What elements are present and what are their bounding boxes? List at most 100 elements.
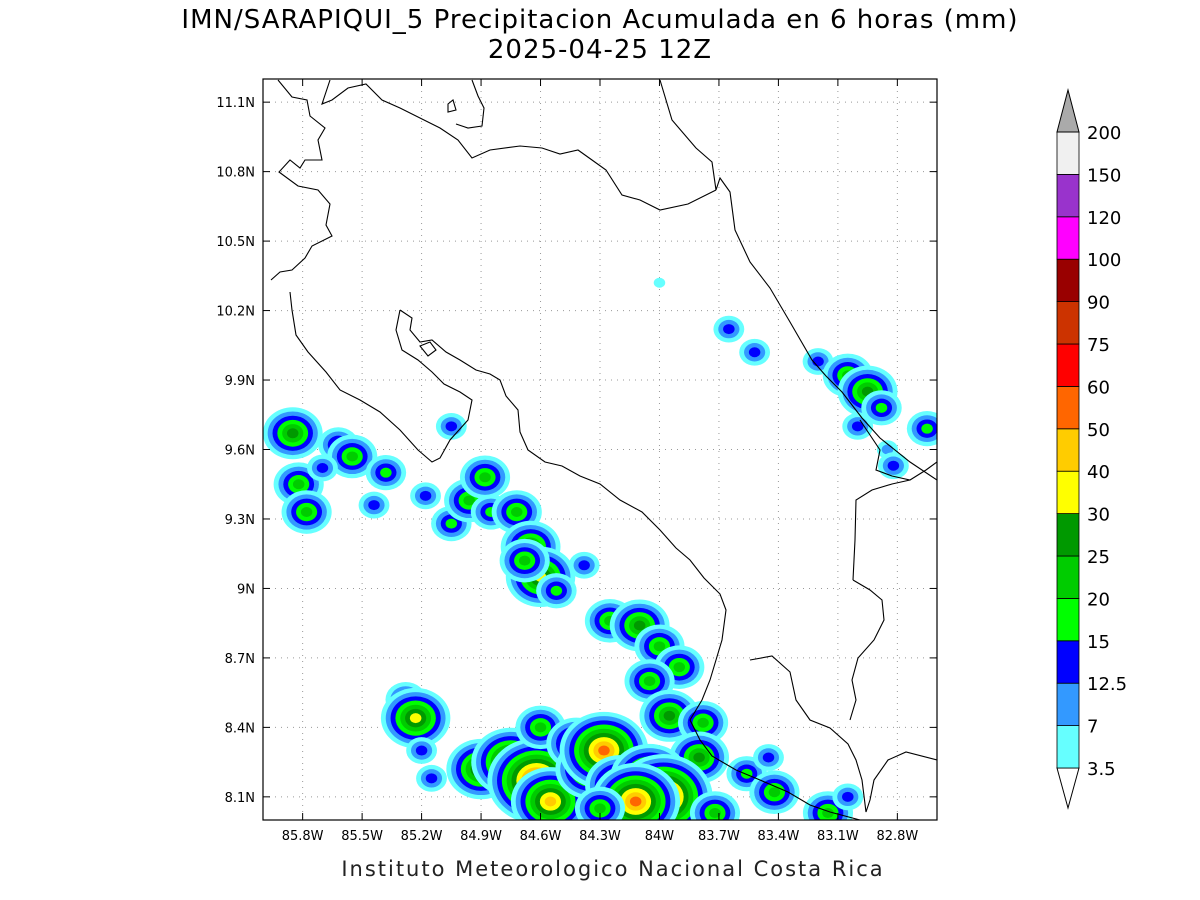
colorbar-label: 40 [1087, 462, 1110, 483]
precip-contour [663, 710, 676, 721]
colorbar-label: 50 [1087, 420, 1110, 441]
precip-cell [678, 700, 729, 745]
precip-cell [406, 737, 437, 764]
colorbar-legend: 3.5 7 12.5 15 20 25 30 40 50 60 75 90 100 120 150 200 [1056, 88, 1127, 810]
colorbar-segment [1056, 385, 1080, 430]
precip-contour [300, 507, 313, 518]
colorbar-label: 120 [1087, 208, 1121, 229]
precip-contour [740, 768, 753, 779]
precip-cell [358, 491, 390, 519]
precip-cell [689, 791, 741, 820]
lon-tick-label: 85.5W [341, 829, 383, 844]
precip-contour [842, 791, 854, 802]
pacific-coast-nicoya [399, 309, 727, 721]
colorbar-lower-arrow [1056, 767, 1080, 810]
colorbar-segment [1056, 513, 1080, 557]
precip-contour [921, 423, 933, 434]
precipitation-field [263, 277, 937, 820]
precip-contour [875, 402, 888, 413]
lat-tick-label: 10.2N [216, 305, 255, 320]
colorbar-label: 100 [1087, 250, 1121, 271]
lat-tick-label: 8.1N [225, 791, 255, 806]
colorbar-segment [1056, 131, 1080, 175]
precip-cell [459, 455, 511, 500]
colorbar-segment [1056, 301, 1080, 345]
colorbar-segment [1056, 258, 1080, 303]
precip-contour [415, 745, 428, 756]
lon-tick-label: 83.1W [817, 829, 859, 844]
colorbar-label: 200 [1087, 123, 1121, 144]
lat-tick-label: 11.1N [216, 96, 255, 111]
colorbar-label: 12.5 [1087, 674, 1127, 695]
precip-cell [842, 412, 874, 440]
lon-tick-label: 85.8W [282, 829, 324, 844]
lat-tick-label: 8.7N [225, 652, 255, 667]
lat-tick-label: 9.6N [225, 444, 255, 459]
precip-contour [693, 752, 705, 763]
precip-contour [629, 796, 642, 807]
precip-contour [380, 467, 392, 478]
lon-tick-label: 85.2W [401, 829, 443, 844]
colorbar-segment [1056, 640, 1080, 684]
precip-contour [534, 722, 547, 733]
coastline-borders [270, 79, 937, 820]
precip-contour [723, 324, 735, 335]
colorbar-segment [1056, 725, 1080, 769]
panama-border [849, 479, 911, 721]
precip-contour [316, 463, 329, 474]
chart-title: IMN/SARAPIQUI_5 Precipitacion Acumulada … [181, 5, 1019, 35]
precip-contour [653, 277, 666, 288]
precip-contour [748, 347, 761, 358]
precip-contour [550, 585, 563, 596]
colorbar-segment [1056, 216, 1080, 260]
colorbar-label: 25 [1087, 547, 1110, 568]
colorbar-label: 20 [1087, 589, 1110, 610]
precip-contour [673, 662, 686, 673]
axis-ticks: 85.8W 85.5W 85.2W 84.9W 84.6W 84.3W 84W 83.7W 83… [216, 79, 937, 844]
precip-cell [410, 482, 441, 510]
precip-cell [307, 454, 338, 482]
precip-contour [510, 507, 523, 518]
chart-subtitle-date: 2025-04-25 12Z [487, 35, 713, 65]
colorbar-segment [1056, 343, 1080, 387]
precip-contour [368, 500, 380, 511]
precip-contour [653, 641, 666, 652]
precip-cell [365, 455, 407, 491]
precip-cell [802, 348, 834, 375]
precip-contour [762, 752, 775, 763]
precip-cell [861, 390, 902, 426]
lon-tick-label: 84W [645, 829, 675, 844]
precip-cell [574, 786, 626, 820]
precip-cell [327, 434, 378, 479]
precip-contour [544, 796, 557, 807]
precip-contour [594, 803, 606, 814]
precip-cell [749, 770, 800, 815]
colorbar-segment [1056, 555, 1080, 599]
precip-cell [739, 338, 771, 366]
lat-tick-label: 9.3N [225, 513, 255, 528]
north-coast-nicaragua [270, 79, 333, 281]
precip-cell [499, 538, 550, 583]
lat-tick-label: 10.8N [216, 166, 255, 181]
precip-contour [697, 717, 709, 728]
precip-cell [753, 744, 784, 771]
lat-tick-label: 9.9N [225, 374, 255, 389]
precip-cell [536, 573, 577, 609]
colorbar-label: 3.5 [1087, 759, 1116, 780]
gulf-nicoya-peninsula [289, 291, 473, 463]
precip-contour [479, 472, 491, 483]
precip-cell [435, 412, 467, 440]
precip-cell [263, 407, 323, 460]
colorbar-segment [1056, 682, 1080, 727]
precip-contour [598, 745, 610, 756]
precip-contour [643, 676, 656, 687]
precip-contour [578, 560, 590, 571]
precip-cell [832, 783, 864, 811]
lake-inlet [447, 99, 457, 113]
nicaragua-border [321, 79, 717, 211]
colorbar-label: 30 [1087, 505, 1110, 526]
lon-tick-label: 83.7W [698, 829, 740, 844]
osa-peninsula-coast [749, 655, 937, 813]
precip-cell [380, 687, 451, 749]
